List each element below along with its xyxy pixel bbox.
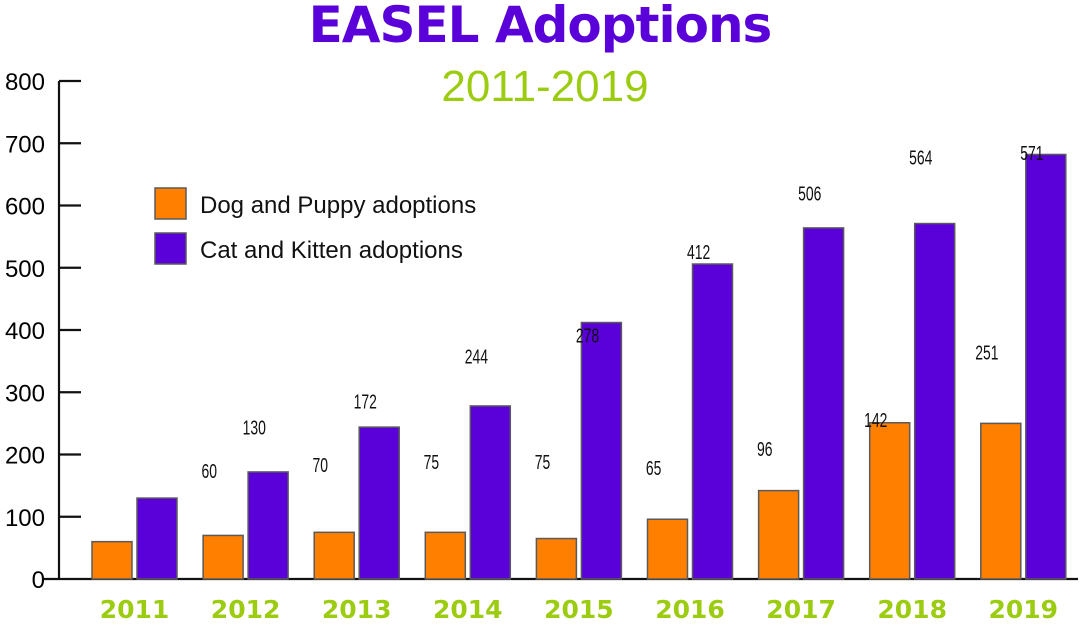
bar-cat xyxy=(469,405,512,580)
axes: 0 100 200 300 400 500 600 700 800 2011 2012 2013 201… xyxy=(5,69,1078,624)
x-tick-label: 2016 xyxy=(655,595,725,624)
data-label: 251 xyxy=(975,341,998,364)
y-tick-label: 600 xyxy=(5,194,45,221)
y-tick-label: 400 xyxy=(5,318,45,345)
bar-cat xyxy=(913,222,956,580)
bar-dog xyxy=(980,422,1022,580)
data-labels: 6070757565961422512501301722442784125065… xyxy=(201,142,1043,483)
bar-dog xyxy=(757,489,800,580)
bar-dog xyxy=(868,422,911,580)
legend-swatch xyxy=(154,232,187,265)
x-tick-label: 2018 xyxy=(877,595,947,624)
legend: Dog and Puppy adoptions Cat and Kitten ad… xyxy=(154,187,476,265)
x-tick-label: 2011 xyxy=(100,595,170,624)
data-label: 75 xyxy=(535,450,551,473)
data-label: 278 xyxy=(576,324,599,347)
x-tick-label: 2017 xyxy=(766,595,836,624)
bar-dog xyxy=(646,518,689,580)
x-tick-label: 2015 xyxy=(544,595,614,624)
bars xyxy=(91,153,1067,580)
bar-dog xyxy=(313,531,355,580)
legend-swatch xyxy=(154,187,187,220)
y-tick-label: 500 xyxy=(5,256,45,283)
chart-title: EASEL Adoptions xyxy=(308,0,773,54)
y-tick-label: 700 xyxy=(5,131,45,158)
chart-subtitle: 2011-2019 xyxy=(441,62,649,111)
x-tick-label: 2014 xyxy=(433,595,503,624)
data-label: 571 xyxy=(1020,142,1043,165)
y-tick-label: 100 xyxy=(5,505,45,532)
data-label: 65 xyxy=(646,457,662,480)
y-tick-label: 800 xyxy=(5,69,45,96)
bar-cat xyxy=(691,263,734,580)
bar-cat xyxy=(802,227,845,580)
data-label: 142 xyxy=(864,409,887,432)
y-tick-label: 200 xyxy=(5,443,45,470)
bar-cat xyxy=(358,426,400,580)
data-label: 96 xyxy=(757,437,773,460)
data-label: 244 xyxy=(465,345,489,368)
data-label: 70 xyxy=(313,453,329,476)
y-tick-label: 300 xyxy=(5,380,45,407)
bar-dog xyxy=(91,540,133,580)
bar-cat xyxy=(136,497,178,580)
data-label: 506 xyxy=(798,182,821,205)
y-tick-label: 0 xyxy=(32,567,45,594)
bar-dog xyxy=(535,537,578,580)
bar-dog xyxy=(202,534,244,580)
legend-label: Cat and Kitten adoptions xyxy=(200,237,463,264)
data-label: 172 xyxy=(354,390,377,413)
x-tick-label: 2019 xyxy=(989,595,1059,624)
data-label: 60 xyxy=(201,460,217,483)
bar-cat xyxy=(580,321,623,580)
data-label: 564 xyxy=(909,146,933,169)
bar-cat xyxy=(247,471,289,580)
x-tick-label: 2012 xyxy=(211,595,281,624)
data-label: 75 xyxy=(424,450,440,473)
legend-label: Dog and Puppy adoptions xyxy=(200,192,476,219)
data-label: 130 xyxy=(243,416,266,439)
x-tick-label: 2013 xyxy=(322,595,392,624)
bar-dog xyxy=(424,531,467,580)
data-label: 412 xyxy=(687,241,710,264)
bar-cat xyxy=(1025,153,1067,580)
